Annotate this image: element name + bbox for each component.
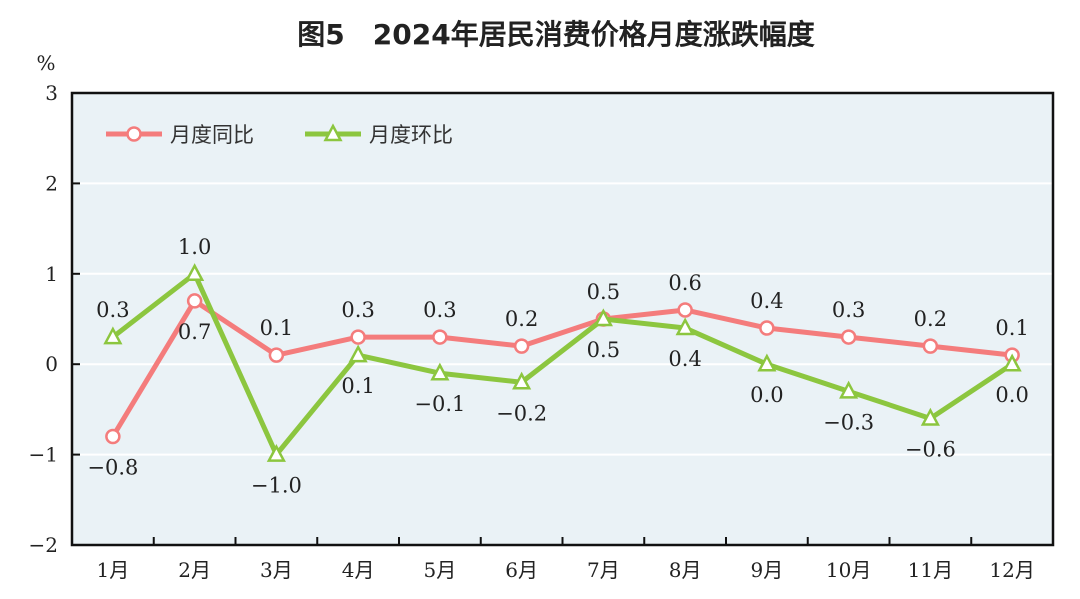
data-point-triangle <box>103 326 123 345</box>
series-line <box>111 271 1014 458</box>
data-point-circle <box>350 329 366 345</box>
x-tick-label: 4月 <box>342 558 375 582</box>
data-label: 1.0 <box>178 235 211 259</box>
chart-title: 图5 2024年居民消费价格月度涨跌幅度 <box>297 18 814 51</box>
data-label: 0.7 <box>178 320 211 344</box>
data-point-triangle <box>430 362 450 381</box>
x-tick-label: 12月 <box>989 558 1034 582</box>
data-label: 0.1 <box>260 316 293 340</box>
data-label: 0.1 <box>341 374 374 398</box>
x-tick-label: 2月 <box>178 558 211 582</box>
data-point-circle <box>922 338 939 354</box>
x-tick-label: 9月 <box>751 558 784 582</box>
data-point-triangle <box>757 353 777 372</box>
data-point-triangle <box>512 371 532 390</box>
data-label: −0.6 <box>905 437 956 461</box>
y-tick-label: −1 <box>29 443 58 467</box>
data-label: 0.2 <box>505 307 538 331</box>
plot-background <box>72 93 1053 545</box>
data-label: 0.2 <box>914 307 947 331</box>
x-tick-label: 7月 <box>587 558 620 582</box>
y-tick-label: 1 <box>45 262 58 286</box>
y-tick-label: 0 <box>45 352 58 376</box>
y-axis-unit: % <box>36 51 55 75</box>
x-tick-label: 1月 <box>97 558 130 582</box>
data-label: 0.6 <box>668 271 701 295</box>
data-point-triangle <box>185 263 205 282</box>
data-point-triangle <box>266 443 286 462</box>
data-point-circle <box>759 320 775 336</box>
plot-frame <box>70 91 1055 547</box>
y-tick-label: 3 <box>45 81 58 105</box>
data-label: 0.1 <box>995 316 1028 340</box>
data-point-triangle <box>675 317 695 336</box>
data-point-circle <box>432 329 448 345</box>
data-point-triangle <box>839 380 859 399</box>
data-point-circle <box>840 329 857 345</box>
data-point-circle <box>268 347 285 363</box>
data-point-circle <box>105 428 121 445</box>
data-label: −0.8 <box>87 456 138 480</box>
data-point-circle <box>186 293 203 309</box>
data-point-triangle <box>593 308 613 327</box>
data-label: 0.4 <box>668 347 701 371</box>
data-label: 0.3 <box>832 298 865 322</box>
data-point-triangle <box>348 344 368 363</box>
legend-label: 月度同比 <box>170 123 254 147</box>
x-tick-label: 3月 <box>260 558 293 582</box>
data-label: 0.0 <box>750 383 783 407</box>
data-point-triangle <box>920 407 940 426</box>
data-label: 0.0 <box>995 383 1028 407</box>
y-tick-label: −2 <box>29 533 58 557</box>
data-label: 0.3 <box>423 298 456 322</box>
legend-triangle-icon <box>323 123 343 142</box>
x-tick-label: 6月 <box>505 558 538 582</box>
data-label: 0.5 <box>587 338 620 362</box>
data-label: 0.5 <box>587 280 620 304</box>
data-label: 0.3 <box>341 298 374 322</box>
x-tick-label: 5月 <box>424 558 457 582</box>
data-label: −0.1 <box>414 392 465 416</box>
legend-circle-icon <box>126 126 142 142</box>
series-line <box>110 298 1013 438</box>
x-tick-label: 10月 <box>826 558 871 582</box>
x-tick-label: 8月 <box>669 558 702 582</box>
data-label: 0.4 <box>750 289 783 313</box>
data-label: 0.3 <box>96 298 129 322</box>
data-point-circle <box>513 338 530 354</box>
y-tick-label: 2 <box>45 171 58 195</box>
data-label: −0.3 <box>823 410 874 434</box>
data-point-triangle <box>1002 353 1022 372</box>
data-label: −1.0 <box>251 474 302 498</box>
data-point-circle <box>677 302 693 318</box>
data-label: −0.2 <box>496 401 547 425</box>
x-tick-label: 11月 <box>908 558 953 582</box>
legend-label: 月度环比 <box>369 123 453 147</box>
